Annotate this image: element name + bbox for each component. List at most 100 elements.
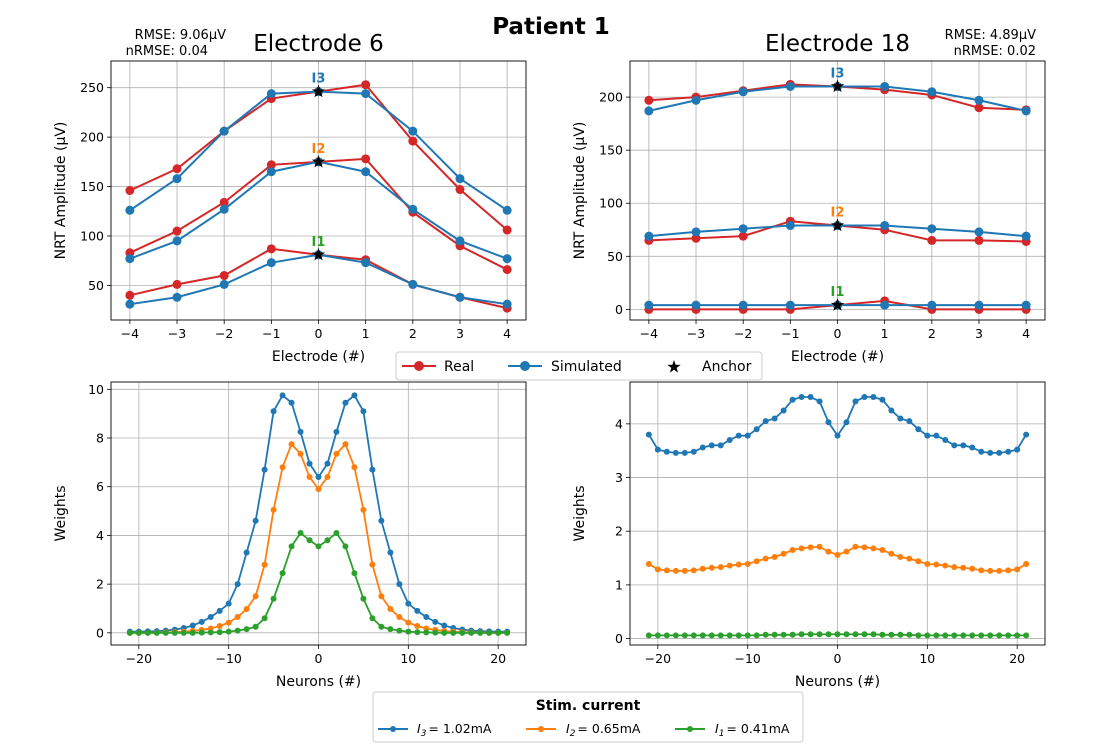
point-i1	[441, 629, 448, 636]
point-i2	[654, 566, 661, 573]
point-i2	[387, 605, 394, 612]
point-i3	[825, 419, 832, 426]
point-real-i2	[927, 235, 937, 245]
point-i1	[414, 629, 421, 636]
legend-anchor-label: Anchor	[702, 359, 752, 375]
legend-item-simulated: Simulated	[508, 359, 622, 375]
point-i3	[360, 408, 367, 415]
point-i3	[414, 607, 421, 614]
point-simulated-i2	[502, 254, 512, 264]
x-tick-label: 0	[834, 326, 842, 341]
point-i2	[306, 473, 313, 480]
point-simulated-i3	[738, 87, 748, 97]
point-i3	[861, 394, 868, 401]
point-simulated-i3	[974, 95, 984, 105]
point-i2	[1005, 567, 1012, 574]
point-real-i1	[172, 279, 182, 289]
point-i1	[726, 632, 733, 639]
point-i2	[360, 506, 367, 513]
point-i1	[879, 631, 886, 638]
point-i2	[870, 545, 877, 552]
legend-simulated-marker	[520, 361, 530, 371]
x-tick-label: −4	[121, 326, 139, 341]
point-simulated-i1	[644, 300, 654, 310]
point-i3	[663, 448, 670, 455]
point-i1	[1005, 632, 1012, 639]
point-real-i2	[219, 197, 229, 207]
point-i1	[225, 628, 232, 635]
point-real-i3	[172, 164, 182, 174]
point-i1	[933, 632, 940, 639]
rmse-right: RMSE: 4.89μV	[945, 28, 1036, 43]
point-i1	[468, 629, 475, 636]
point-real-i3	[408, 136, 418, 146]
point-i2	[396, 613, 403, 620]
point-simulated-i1	[691, 300, 701, 310]
point-i1	[978, 632, 985, 639]
point-i2	[1014, 566, 1021, 573]
point-i2	[843, 548, 850, 555]
point-i3	[315, 473, 322, 480]
point-real-i1	[125, 290, 135, 300]
point-simulated-i1	[408, 279, 418, 289]
point-real-i3	[502, 225, 512, 235]
x-tick-label: 2	[928, 326, 936, 341]
legend-i1-name: I	[715, 721, 719, 736]
point-i2	[279, 464, 286, 471]
y-axis-label: Weights	[53, 485, 69, 541]
point-i1	[450, 629, 457, 636]
x-tick-label: 4	[503, 326, 511, 341]
legend-item-i3: I3 = 1.02mA	[378, 721, 492, 739]
point-i1	[780, 631, 787, 638]
legend-i2-sub: 2	[570, 729, 576, 739]
plot-frame	[110, 381, 527, 646]
point-i3	[297, 428, 304, 435]
point-i3	[1014, 446, 1021, 453]
point-i1	[1014, 632, 1021, 639]
y-tick-label: 1	[615, 577, 623, 592]
point-i3	[942, 436, 949, 443]
legend-i2-value: = 0.65mA	[577, 721, 640, 736]
point-i2	[726, 562, 733, 569]
point-i2	[978, 567, 985, 574]
y-tick-label: 10	[88, 382, 104, 397]
point-simulated-i2	[172, 236, 182, 246]
legend-bottom-title: Stim. current	[536, 698, 641, 714]
point-i3	[441, 622, 448, 629]
x-tick-label: −2	[215, 326, 233, 341]
y-tick-label: 2	[96, 577, 104, 592]
point-simulated-i2	[125, 254, 135, 264]
point-i2	[879, 546, 886, 553]
point-i3	[879, 396, 886, 403]
x-tick-label: −20	[645, 651, 671, 666]
legend-i2-marker	[538, 726, 544, 732]
point-i2	[816, 543, 823, 550]
x-tick-label: 1	[362, 326, 370, 341]
point-i2	[915, 558, 922, 565]
point-i2	[798, 545, 805, 552]
x-tick-label: 10	[919, 651, 935, 666]
point-i1	[360, 595, 367, 602]
point-i1	[744, 632, 751, 639]
point-i1	[888, 631, 895, 638]
x-tick-label: −10	[215, 651, 241, 666]
point-i1	[432, 629, 439, 636]
point-i3	[924, 432, 931, 439]
y-tick-label: 6	[96, 479, 104, 494]
y-tick-label: 150	[599, 143, 623, 158]
x-axis-label: Electrode (#)	[791, 349, 884, 365]
point-i2	[297, 450, 304, 457]
x-tick-label: −20	[126, 651, 152, 666]
point-real-i3	[974, 103, 984, 113]
point-i1	[423, 629, 430, 636]
point-i2	[771, 553, 778, 560]
legend-i3-name: I	[417, 721, 421, 736]
legend-item-i1: I1 = 0.41mA	[675, 721, 790, 739]
legend-i3-sub: 3	[421, 729, 427, 739]
point-i1	[144, 629, 151, 636]
point-i3	[387, 549, 394, 556]
point-i3	[198, 618, 205, 625]
point-i1	[825, 631, 832, 638]
point-i2	[969, 565, 976, 572]
legend-i3-marker	[390, 726, 396, 732]
